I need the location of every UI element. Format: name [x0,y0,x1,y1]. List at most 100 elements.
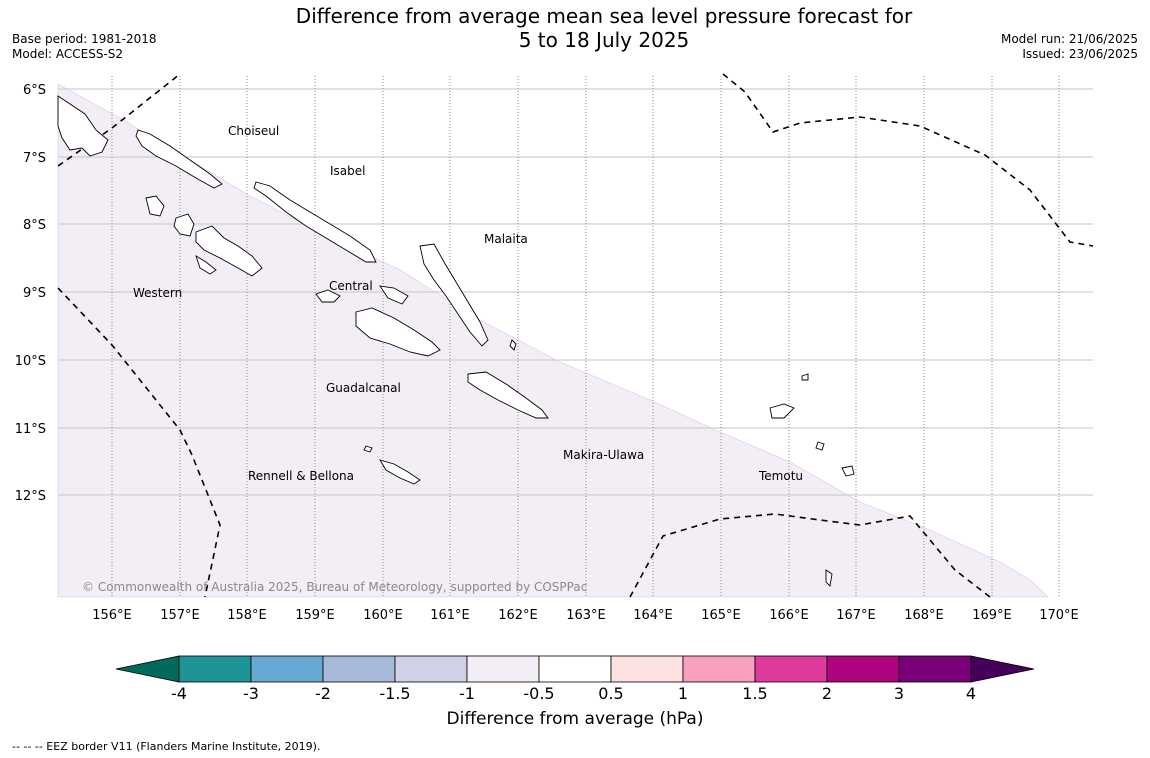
model-name: Model: ACCESS-S2 [12,47,124,61]
utupua-island [815,441,825,451]
lon-label: 160°E [363,608,403,623]
florida-islands [315,289,341,303]
vella-lavella-island [145,195,165,217]
colorbar-swatch [898,655,972,683]
lon-label: 158°E [227,608,267,623]
region-label-choiseul: Choiseul [228,124,279,138]
lon-label: 159°E [295,608,335,623]
reef-islands [801,373,809,381]
base-period: Base period: 1981-2018 [12,32,157,46]
latitude-gridlines [58,88,1093,496]
rendova-island [195,225,263,277]
lon-label: 164°E [633,608,673,623]
region-label-isabel: Isabel [330,164,365,178]
colorbar-swatch [754,655,828,683]
lon-label: 168°E [904,608,944,623]
colorbar-swatch [322,655,396,683]
region-label-temotu: Temotu [758,469,803,483]
lon-label: 161°E [430,608,470,623]
title-line-2: 5 to 18 July 2025 [518,28,690,52]
lat-label: 8°S [23,218,46,233]
colorbar-swatch [826,655,900,683]
model-run: Model run: 21/06/2025 [1000,32,1138,46]
russell-islands [379,285,409,305]
chart-title: Difference from average mean sea level p… [0,4,1150,52]
colorbar-tick-label: -3 [243,684,259,703]
lon-label: 156°E [92,608,132,623]
eez-border-northeast [722,73,1094,247]
colorbar-swatch [250,655,324,683]
latitude-labels: 6°S 7°S 8°S 9°S 10°S 11°S 12°S [15,83,46,504]
copyright-notice: © Commonwealth of Australia 2025, Bureau… [82,580,588,594]
coastlines [57,95,855,587]
lon-label: 165°E [701,608,741,623]
colorbar-tick-label: 2 [821,684,833,703]
colorbar-tick-label: -0.5 [523,684,555,703]
colorbar-tick-label: -4 [171,684,187,703]
colorbar-tick-label: -2 [315,684,331,703]
eez-border-west [57,287,221,598]
makira-island [467,371,549,419]
lon-label: 162°E [498,608,538,623]
eez-border-northwest [57,73,181,167]
colorbar-swatch [610,655,684,683]
colorbar-tick-label: 1 [677,684,689,703]
colorbar-tick-label: -1 [459,684,475,703]
new-georgia-island [173,213,195,237]
colorbar-tick-label: 4 [965,684,977,703]
longitude-labels: 156°E 157°E 158°E 159°E 160°E 161°E 162°… [92,608,1079,623]
ulawa-island [509,339,517,351]
colorbar-tick-label: 1.5 [742,684,768,703]
nendo-island [769,403,795,419]
vanikoro-island [841,465,855,477]
colorbar-title: Difference from average (hPa) [446,709,704,729]
colorbar-swatch [682,655,756,683]
lon-label: 157°E [160,608,200,623]
rennell-island [379,459,421,485]
lat-label: 9°S [23,286,46,301]
colorbar-swatch [178,655,252,683]
tetepare-island [195,254,217,275]
lat-label: 6°S [23,83,46,98]
region-label-western: Western [133,286,182,300]
tikopia-island [825,569,833,587]
guadalcanal-island [355,307,441,357]
eez-legend-note: -- -- -- EEZ border V11 (Flanders Marine… [12,740,321,753]
lon-label: 169°E [972,608,1012,623]
region-label-malaita: Malaita [484,232,528,246]
lon-label: 170°E [1039,608,1079,623]
colorbar-tick-label: 0.5 [598,684,624,703]
colorbar-under-arrow [115,655,180,683]
bougainville-island [57,95,109,157]
lat-label: 12°S [15,489,46,504]
bellona-island [363,445,373,453]
negative-anomaly-region [57,83,1049,598]
title-line-1: Difference from average mean sea level p… [295,4,913,28]
lon-label: 166°E [769,608,809,623]
choiseul-island [135,129,223,189]
region-label-makira-ulawa: Makira-Ulawa [563,448,644,462]
lat-label: 7°S [23,151,46,166]
eez-border-south [629,513,991,598]
colorbar-tick-label: 3 [893,684,905,703]
model-info: Base period: 1981-2018 Model: ACCESS-S2 [12,32,157,62]
lon-label: 167°E [836,608,876,623]
eez-borders [57,73,1094,598]
lat-label: 11°S [15,422,46,437]
run-info: Model run: 21/06/2025 Issued: 23/06/2025 [1001,32,1138,62]
region-label-rennell-bellona: Rennell & Bellona [248,469,354,483]
issued-date: Issued: 23/06/2025 [1022,47,1138,61]
colorbar-swatch [538,655,612,683]
province-labels: Choiseul Isabel Malaita Western Central … [133,124,803,483]
region-label-guadalcanal: Guadalcanal [326,381,401,395]
colorbar [115,655,1035,683]
colorbar-swatch [466,655,540,683]
lon-label: 163°E [566,608,606,623]
colorbar-swatch [394,655,468,683]
colorbar-tick-label: -1.5 [379,684,411,703]
lat-label: 10°S [15,354,46,369]
colorbar-over-arrow [970,655,1035,683]
malaita-island [419,243,489,347]
isabel-island [253,181,377,263]
